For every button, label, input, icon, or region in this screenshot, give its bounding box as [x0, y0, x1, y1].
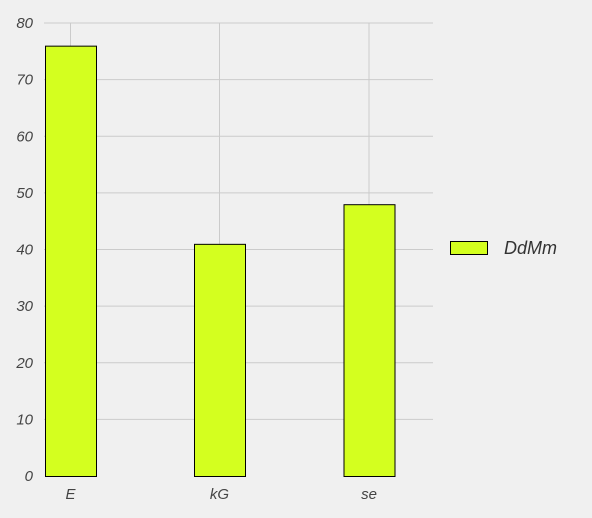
y-tick-label: 10 — [16, 411, 33, 428]
y-tick-label: 70 — [16, 72, 33, 89]
x-tick-label: se — [361, 486, 377, 503]
x-tick-label: E — [65, 486, 76, 503]
legend-swatch — [450, 241, 488, 255]
y-tick-label: 30 — [16, 298, 33, 315]
y-tick-label: 60 — [16, 128, 33, 145]
y-tick-label: 50 — [16, 185, 33, 202]
y-tick-label: 20 — [15, 355, 33, 372]
x-tick-label: kG — [210, 486, 230, 503]
y-tick-label: 0 — [25, 468, 34, 485]
y-axis-ticks: 0 10 20 30 40 50 60 70 80 — [15, 15, 33, 485]
y-tick-label: 40 — [16, 242, 33, 259]
legend-label: DdMm — [504, 238, 557, 258]
legend: DdMm — [450, 238, 557, 258]
bars — [45, 45, 396, 478]
bar-E — [45, 45, 97, 478]
y-tick-label: 80 — [16, 15, 33, 32]
bar-se — [343, 204, 396, 477]
bar-kG — [194, 243, 246, 477]
